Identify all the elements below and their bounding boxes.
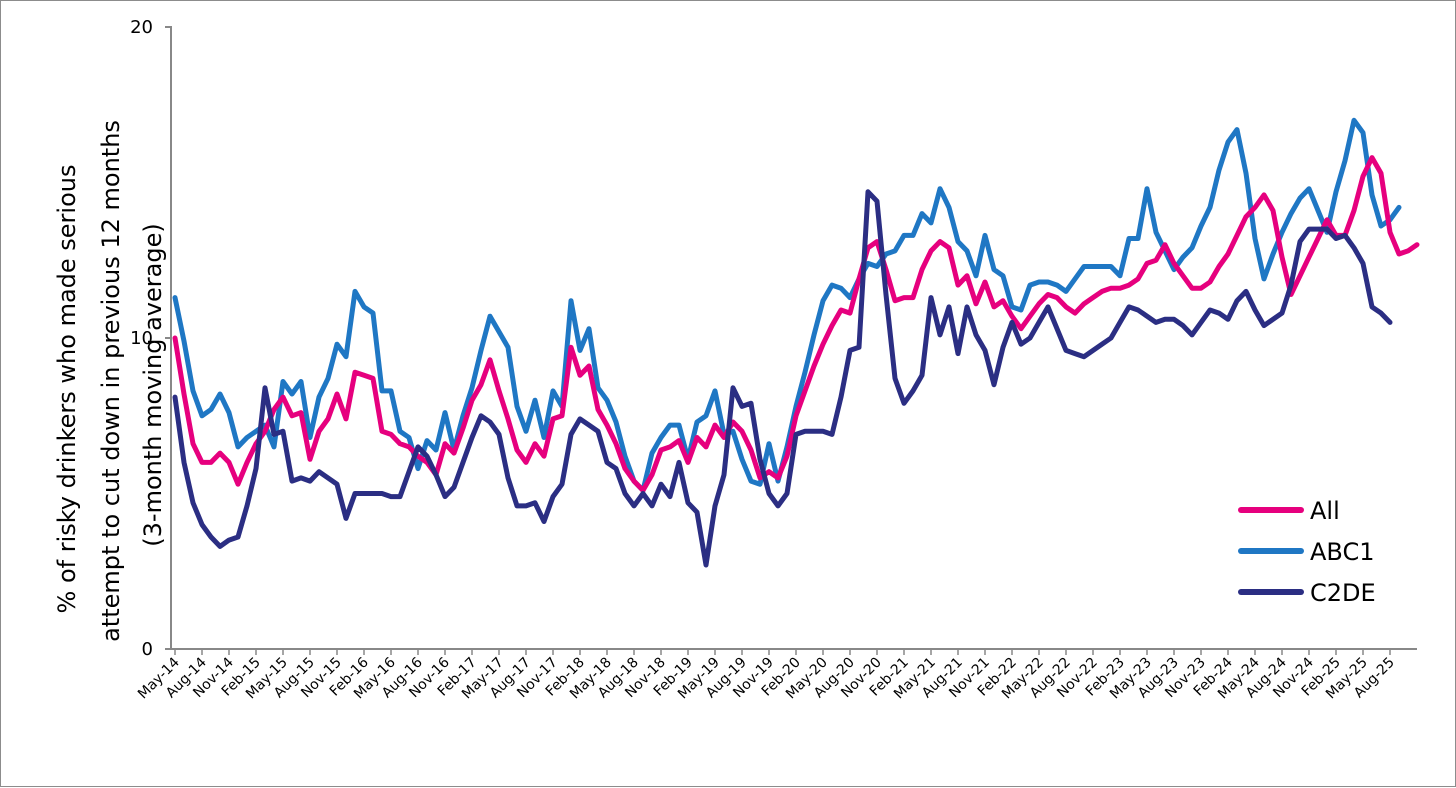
y-ticks: 0 10 20: [130, 17, 171, 660]
y-axis-label-line-2: attempt to cut down in previous 12 month…: [97, 120, 125, 642]
legend-label-all: All: [1310, 497, 1340, 525]
legend: All ABC1 C2DE: [1238, 497, 1376, 607]
legend-label-abc1: ABC1: [1310, 538, 1375, 566]
series-line-all: [172, 155, 1420, 493]
legend-label-c2de: C2DE: [1310, 579, 1376, 607]
series-line-c2de: [172, 189, 1393, 568]
series-lines: [172, 117, 1420, 568]
axes: [170, 26, 1417, 650]
y-axis-label-line-3: (3-month moving average): [139, 223, 167, 546]
x-ticks: May-14Aug-14Nov-14Feb-15May-15Aug-15Nov-…: [135, 649, 1398, 702]
y-axis-label: % of risky drinkers who made serious att…: [53, 120, 167, 642]
y-tick-label: 0: [142, 639, 153, 660]
y-tick-label: 20: [130, 17, 153, 38]
series-line-abc1: [172, 117, 1402, 493]
y-axis-label-line-1: % of risky drinkers who made serious: [53, 165, 81, 614]
y-tick-label: 10: [130, 328, 153, 349]
